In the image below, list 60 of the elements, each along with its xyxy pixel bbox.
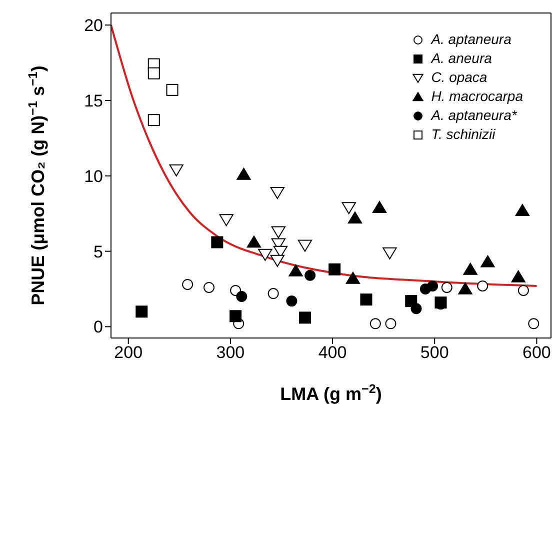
point: [268, 288, 279, 300]
point: [148, 67, 160, 80]
point: [258, 248, 272, 261]
point: [286, 296, 298, 307]
point: [346, 272, 360, 284]
point: [480, 255, 495, 268]
x-axis-title: LMA (g m$^{−2}$): [280, 382, 382, 404]
point: [246, 236, 262, 248]
x-tick-label: 300: [216, 343, 245, 362]
point: [511, 270, 526, 282]
legend-label: T. schinizii: [431, 125, 496, 144]
point: [370, 318, 381, 330]
point: [410, 303, 422, 314]
x-tick-label: 600: [522, 343, 551, 362]
point: [328, 263, 341, 276]
x-tick-label: 500: [420, 343, 449, 362]
point: [288, 264, 303, 276]
y-tick-label: 20: [84, 16, 103, 36]
point: [298, 312, 311, 324]
point: [271, 226, 286, 238]
point: [441, 282, 452, 293]
point: [219, 214, 234, 226]
point: [182, 278, 194, 290]
point: [304, 270, 316, 281]
point: [270, 187, 285, 200]
legend-label: A. aneura: [431, 49, 492, 68]
legend-label: H. macrocarpa: [431, 87, 523, 106]
y-tick-label: 0: [94, 318, 103, 337]
y-tick-label: 15: [84, 92, 103, 111]
x-tick-label: 200: [114, 343, 143, 362]
point: [515, 204, 530, 216]
point: [136, 306, 148, 318]
point: [528, 318, 540, 330]
point: [518, 284, 529, 296]
point: [166, 84, 178, 96]
point: [236, 291, 248, 302]
point: [211, 236, 224, 248]
point: [169, 164, 184, 176]
point: [382, 247, 397, 260]
point: [385, 318, 396, 330]
point: [298, 240, 312, 252]
point: [270, 254, 285, 267]
point: [230, 310, 242, 322]
point: [342, 202, 356, 214]
point: [148, 114, 160, 126]
point: [236, 168, 251, 180]
point: [348, 212, 362, 224]
point: [463, 262, 478, 275]
point: [458, 282, 472, 294]
legend-label: A. aptaneura*: [431, 106, 517, 125]
x-tick-label: 400: [318, 343, 347, 362]
legend-label: C. opaca: [431, 68, 488, 87]
legend-label: A. aptaneura: [431, 30, 512, 49]
point: [477, 280, 488, 292]
y-tick-label: 5: [94, 242, 103, 262]
point: [427, 280, 438, 292]
y-tick-label: 10: [84, 166, 103, 186]
point: [204, 282, 215, 293]
point: [360, 294, 372, 306]
point: [372, 201, 387, 213]
